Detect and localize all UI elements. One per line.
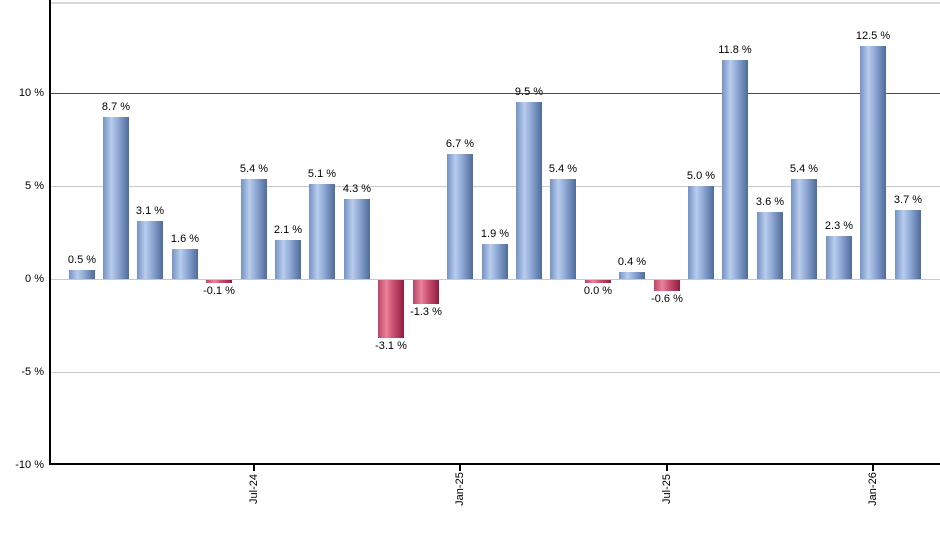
bar-value-label-8: 5.1 % <box>307 168 337 180</box>
bar-7 <box>275 240 301 279</box>
bar-1 <box>69 270 95 279</box>
gridline-0pct <box>51 279 940 280</box>
bar-value-label-19: 5.0 % <box>686 170 716 182</box>
y-axis-label-10: 10 % <box>18 87 44 99</box>
bar-value-label-22: 5.4 % <box>789 163 819 175</box>
bar-value-label-10: -3.1 % <box>375 340 407 352</box>
bar-value-label-25: 3.7 % <box>893 194 923 206</box>
x-tick-Jul-25 <box>666 465 668 471</box>
bar-value-label-17: 0.4 % <box>617 256 647 268</box>
y-axis-label--5: -5 % <box>21 366 44 378</box>
bar-15 <box>550 179 576 279</box>
bar-9 <box>344 199 370 279</box>
bar-value-label-13: 1.9 % <box>480 228 510 240</box>
bar-value-label-3: 3.1 % <box>135 205 165 217</box>
bar-23 <box>826 236 852 279</box>
bar-18 <box>654 280 680 291</box>
bar-5 <box>206 280 232 283</box>
bar-12 <box>447 154 473 279</box>
bar-value-label-11: -1.3 % <box>410 306 442 318</box>
x-tick-Jan-25 <box>459 465 461 471</box>
bar-11 <box>413 280 439 304</box>
bar-value-label-21: 3.6 % <box>755 196 785 208</box>
x-axis-label-Jul-24: Jul-24 <box>248 474 260 504</box>
bar-value-label-24: 12.5 % <box>855 30 891 42</box>
bar-value-label-6: 5.4 % <box>239 163 269 175</box>
bar-value-label-14: 9.5 % <box>514 86 544 98</box>
bar-value-label-20: 11.8 % <box>718 44 752 56</box>
bar-14 <box>516 102 542 279</box>
y-axis-label-0: 0 % <box>25 273 44 285</box>
bar-21 <box>757 212 783 279</box>
bar-value-label-1: 0.5 % <box>67 254 97 266</box>
bar-22 <box>791 179 817 279</box>
bar-8 <box>309 184 335 279</box>
y-axis-label-5: 5 % <box>25 180 44 192</box>
x-tick-Jul-24 <box>253 465 255 471</box>
bar-4 <box>172 249 198 279</box>
x-axis-label-Jan-26: Jan-26 <box>867 472 879 506</box>
bar-value-label-12: 6.7 % <box>445 138 475 150</box>
reference-line-10pct <box>51 93 940 94</box>
bar-value-label-5: -0.1 % <box>203 285 235 297</box>
bar-19 <box>688 186 714 279</box>
bar-6 <box>241 179 267 279</box>
gridline--5pct <box>51 372 940 373</box>
x-axis-label-Jan-25: Jan-25 <box>454 472 466 506</box>
bar-20 <box>722 60 748 279</box>
bar-16 <box>585 280 611 283</box>
x-axis-line <box>49 463 940 465</box>
x-tick-Jan-26 <box>872 465 874 471</box>
bar-17 <box>619 272 645 279</box>
bar-13 <box>482 244 508 279</box>
y-axis-label--10: -10 % <box>15 459 44 471</box>
plot-top-border <box>51 2 940 4</box>
bar-24 <box>860 46 886 279</box>
bar-value-label-15: 5.4 % <box>548 163 578 175</box>
bar-value-label-7: 2.1 % <box>273 224 303 236</box>
y-axis-line <box>49 0 51 465</box>
bar-value-label-9: 4.3 % <box>342 183 372 195</box>
bar-value-label-2: 8.7 % <box>101 101 131 113</box>
bar-2 <box>103 117 129 279</box>
bar-value-label-16: 0.0 % <box>583 285 613 297</box>
gridline-5pct <box>51 186 940 187</box>
bar-value-label-18: -0.6 % <box>651 293 683 305</box>
bar-value-label-23: 2.3 % <box>824 220 854 232</box>
bar-3 <box>137 221 163 279</box>
bar-25 <box>895 210 921 279</box>
bar-10 <box>378 280 404 338</box>
x-axis-label-Jul-25: Jul-25 <box>661 474 673 504</box>
bar-value-label-4: 1.6 % <box>170 233 200 245</box>
